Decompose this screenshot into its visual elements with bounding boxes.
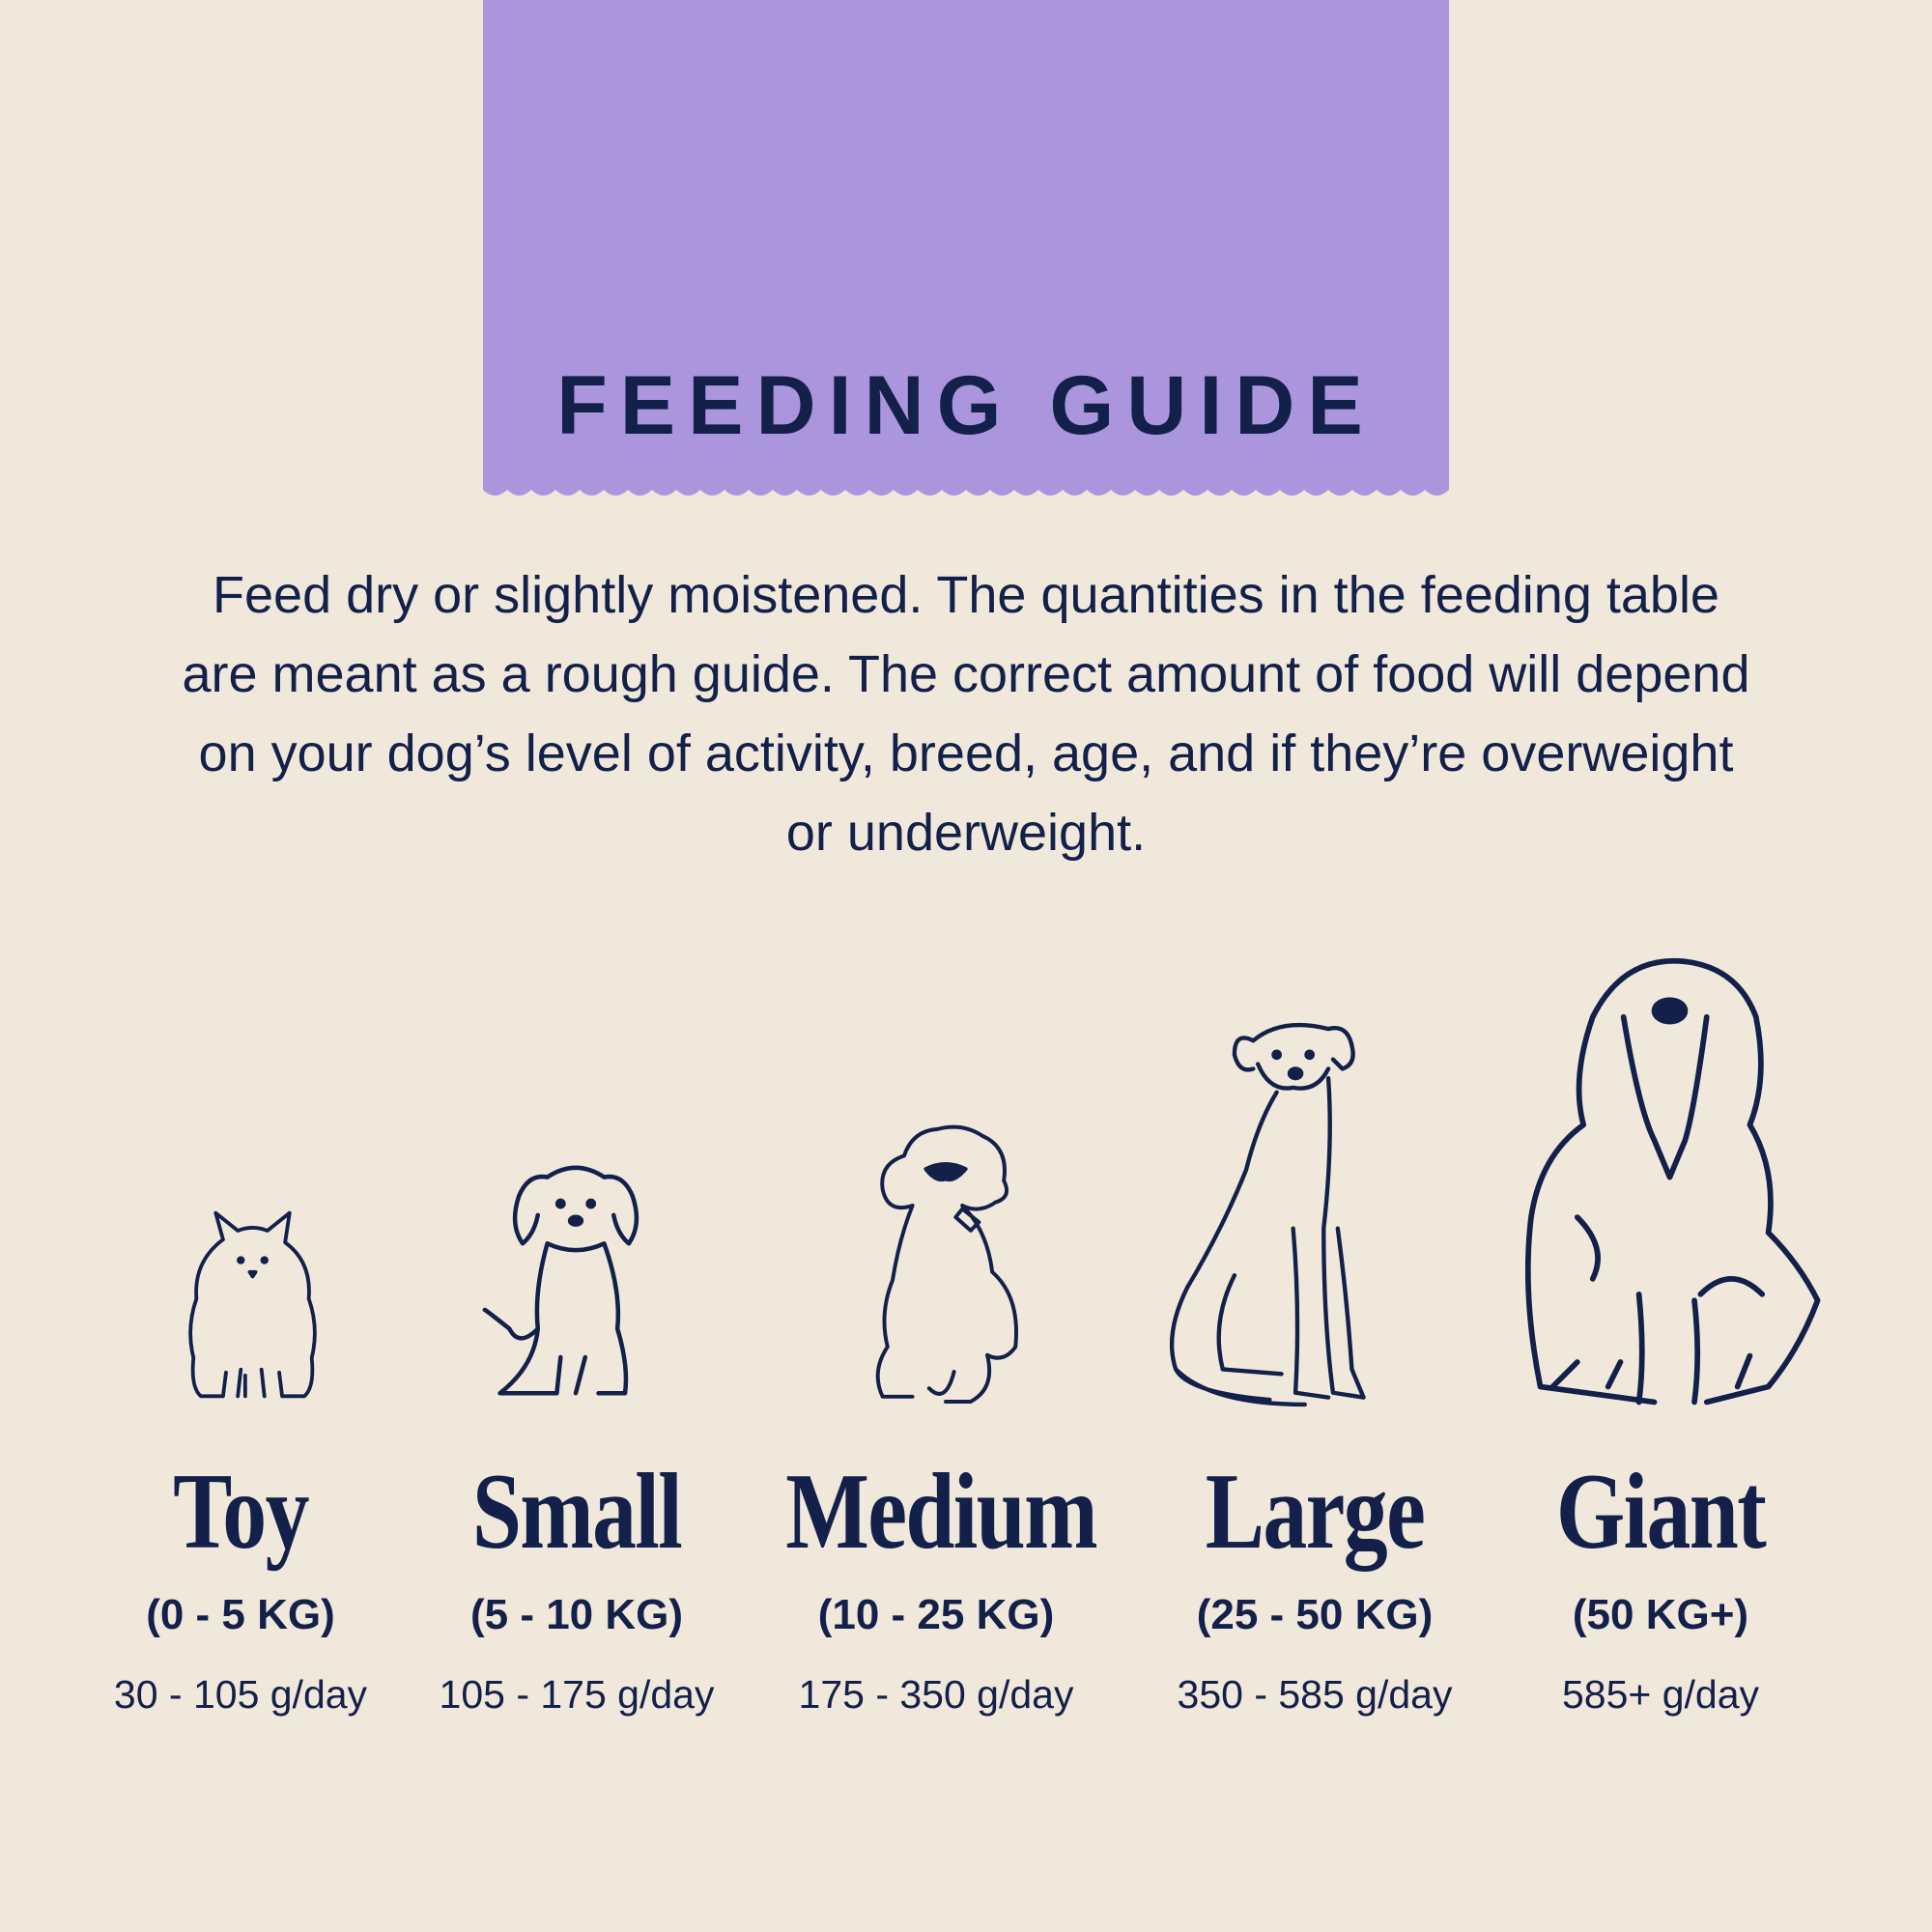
weight-range: (10 - 25 KG) (817, 1591, 1055, 1638)
pomeranian-icon (179, 1208, 327, 1405)
size-column-large: Large (25 - 50 KG) 350 - 585 g/day (1131, 1449, 1498, 1723)
size-column-giant: Giant (50 KG+) 585+ g/day (1477, 1449, 1844, 1723)
doodle-icon (863, 1122, 1029, 1414)
labrador-icon (1164, 1016, 1399, 1417)
daily-amount: 350 - 585 g/day (1177, 1672, 1453, 1717)
size-column-small: Small (5 - 10 KG) 105 - 175 g/day (393, 1449, 760, 1723)
weight-range: (25 - 50 KG) (1196, 1591, 1434, 1638)
size-column-toy: Toy (0 - 5 KG) 30 - 105 g/day (57, 1449, 424, 1723)
intro-text: Feed dry or slightly moistened. The quan… (182, 566, 1750, 862)
daily-amount: 175 - 350 g/day (798, 1672, 1074, 1717)
daily-amount: 105 - 175 g/day (439, 1672, 715, 1717)
size-name: Giant (1555, 1452, 1767, 1572)
weight-range: (50 KG+) (1572, 1591, 1749, 1638)
weight-range: (5 - 10 KG) (469, 1591, 684, 1638)
page-title: FEEDING GUIDE (556, 359, 1376, 452)
size-column-medium: Medium (10 - 25 KG) 175 - 350 g/day (753, 1449, 1120, 1723)
daily-amount: 585+ g/day (1561, 1672, 1760, 1717)
size-name: Toy (173, 1452, 309, 1572)
header-banner (483, 0, 1449, 488)
sheepdog-icon (1516, 955, 1824, 1411)
weight-range: (0 - 5 KG) (146, 1591, 335, 1638)
daily-amount: 30 - 105 g/day (113, 1672, 368, 1717)
spaniel-icon (480, 1158, 671, 1405)
size-name: Large (1205, 1452, 1426, 1572)
size-name: Medium (785, 1452, 1097, 1572)
size-name: Small (471, 1452, 683, 1572)
wavy-edge (483, 486, 1449, 496)
